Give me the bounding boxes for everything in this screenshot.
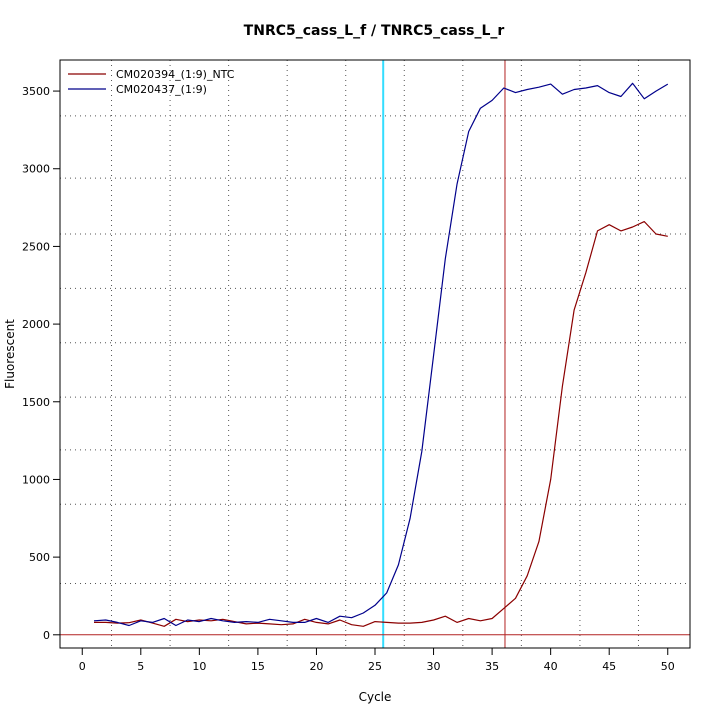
x-tick-label-7: 35 — [485, 660, 499, 673]
y-tick-label-4: 2000 — [22, 318, 50, 331]
y-tick-label-5: 2500 — [22, 240, 50, 253]
x-tick-label-6: 30 — [427, 660, 441, 673]
x-tick-label-1: 5 — [137, 660, 144, 673]
legend-label-0: CM020394_(1:9)_NTC — [116, 68, 235, 81]
legend-label-1: CM020437_(1:9) — [116, 83, 207, 96]
legend: CM020394_(1:9)_NTC CM020437_(1:9) — [68, 68, 235, 96]
x-tick-label-0: 0 — [79, 660, 86, 673]
x-axis: 0 5 10 15 20 25 30 35 40 45 50 — [79, 648, 675, 673]
series-line-0 — [94, 221, 668, 627]
grid — [60, 60, 690, 648]
threshold-lines — [60, 60, 690, 648]
series-lines — [93, 82, 669, 627]
y-tick-label-0: 0 — [43, 629, 50, 642]
y-tick-label-2: 1000 — [22, 473, 50, 486]
y-tick-label-7: 3500 — [22, 85, 50, 98]
x-tick-label-3: 15 — [251, 660, 265, 673]
y-tick-label-1: 500 — [29, 551, 50, 564]
x-tick-label-10: 50 — [661, 660, 675, 673]
series-line-1 — [93, 82, 669, 627]
x-tick-label-5: 25 — [368, 660, 382, 673]
y-tick-label-6: 3000 — [22, 163, 50, 176]
y-axis-label: Fluorescent — [3, 319, 17, 389]
x-tick-label-2: 10 — [192, 660, 206, 673]
x-tick-label-8: 40 — [544, 660, 558, 673]
x-axis-label: Cycle — [359, 690, 392, 704]
y-axis: 0 500 1000 1500 2000 2500 3000 3500 — [22, 85, 60, 642]
y-tick-label-3: 1500 — [22, 396, 50, 409]
x-tick-label-4: 20 — [309, 660, 323, 673]
x-tick-label-9: 45 — [602, 660, 616, 673]
chart-title: TNRC5_cass_L_f / TNRC5_cass_L_r — [244, 23, 505, 39]
